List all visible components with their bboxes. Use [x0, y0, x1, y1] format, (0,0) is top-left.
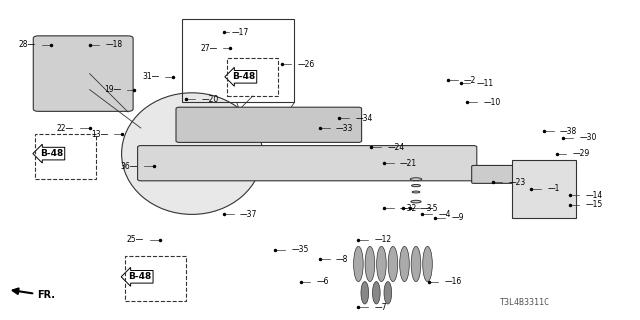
- Text: —7: —7: [374, 303, 387, 312]
- Text: FR.: FR.: [37, 290, 55, 300]
- Text: 36—: 36—: [120, 162, 138, 171]
- FancyBboxPatch shape: [472, 165, 540, 183]
- Text: —9: —9: [451, 213, 464, 222]
- Text: —4: —4: [438, 210, 451, 219]
- Text: —8: —8: [336, 255, 348, 264]
- Bar: [512, 160, 576, 218]
- Text: —2: —2: [464, 76, 476, 84]
- Text: —20: —20: [202, 95, 219, 104]
- Text: —3: —3: [419, 204, 432, 212]
- Ellipse shape: [411, 200, 421, 203]
- Text: —17: —17: [232, 28, 249, 36]
- Text: —12: —12: [374, 236, 392, 244]
- Text: 28—: 28—: [18, 40, 35, 49]
- Bar: [125, 256, 186, 301]
- Text: —16: —16: [445, 277, 462, 286]
- Bar: [227, 58, 278, 96]
- Text: —18: —18: [106, 40, 123, 49]
- Text: —1: —1: [547, 184, 559, 193]
- Text: —29: —29: [573, 149, 590, 158]
- Ellipse shape: [410, 178, 422, 180]
- Text: —30: —30: [579, 133, 596, 142]
- Ellipse shape: [384, 282, 392, 304]
- FancyBboxPatch shape: [176, 107, 362, 142]
- Ellipse shape: [412, 246, 421, 282]
- Text: —6: —6: [317, 277, 330, 286]
- Ellipse shape: [354, 246, 364, 282]
- Text: —38: —38: [560, 127, 577, 136]
- Ellipse shape: [423, 246, 433, 282]
- Text: —21: —21: [400, 159, 417, 168]
- Text: —11: —11: [477, 79, 494, 88]
- Text: —35: —35: [291, 245, 308, 254]
- Text: B-48: B-48: [40, 149, 63, 158]
- Text: —24: —24: [387, 143, 404, 152]
- FancyBboxPatch shape: [138, 146, 477, 181]
- Text: —26: —26: [298, 60, 315, 68]
- Text: —34: —34: [355, 114, 372, 123]
- Ellipse shape: [365, 246, 375, 282]
- Ellipse shape: [399, 246, 410, 282]
- FancyBboxPatch shape: [33, 36, 133, 111]
- Ellipse shape: [122, 93, 262, 214]
- Text: —23: —23: [509, 178, 526, 187]
- Text: 19—: 19—: [104, 85, 122, 94]
- Text: 31—: 31—: [143, 72, 160, 81]
- Text: —10: —10: [483, 98, 500, 107]
- Bar: [182, 19, 294, 102]
- Text: —33: —33: [336, 124, 353, 132]
- Text: 22—: 22—: [56, 124, 74, 132]
- Ellipse shape: [361, 282, 369, 304]
- Text: —32: —32: [400, 204, 417, 212]
- Ellipse shape: [412, 184, 420, 187]
- Text: —14: —14: [586, 191, 603, 200]
- Bar: [35, 134, 96, 179]
- Text: B-48: B-48: [232, 72, 255, 81]
- Ellipse shape: [377, 246, 387, 282]
- Text: 13—: 13—: [92, 130, 109, 139]
- Ellipse shape: [372, 282, 380, 304]
- Text: T3L4B3311C: T3L4B3311C: [500, 298, 550, 307]
- Text: 27—: 27—: [200, 44, 218, 52]
- Text: —37: —37: [240, 210, 257, 219]
- Text: —15: —15: [586, 200, 603, 209]
- Ellipse shape: [388, 246, 398, 282]
- Text: —5: —5: [426, 204, 438, 212]
- Text: B-48: B-48: [128, 272, 151, 281]
- Text: 25—: 25—: [127, 236, 144, 244]
- Ellipse shape: [412, 191, 420, 193]
